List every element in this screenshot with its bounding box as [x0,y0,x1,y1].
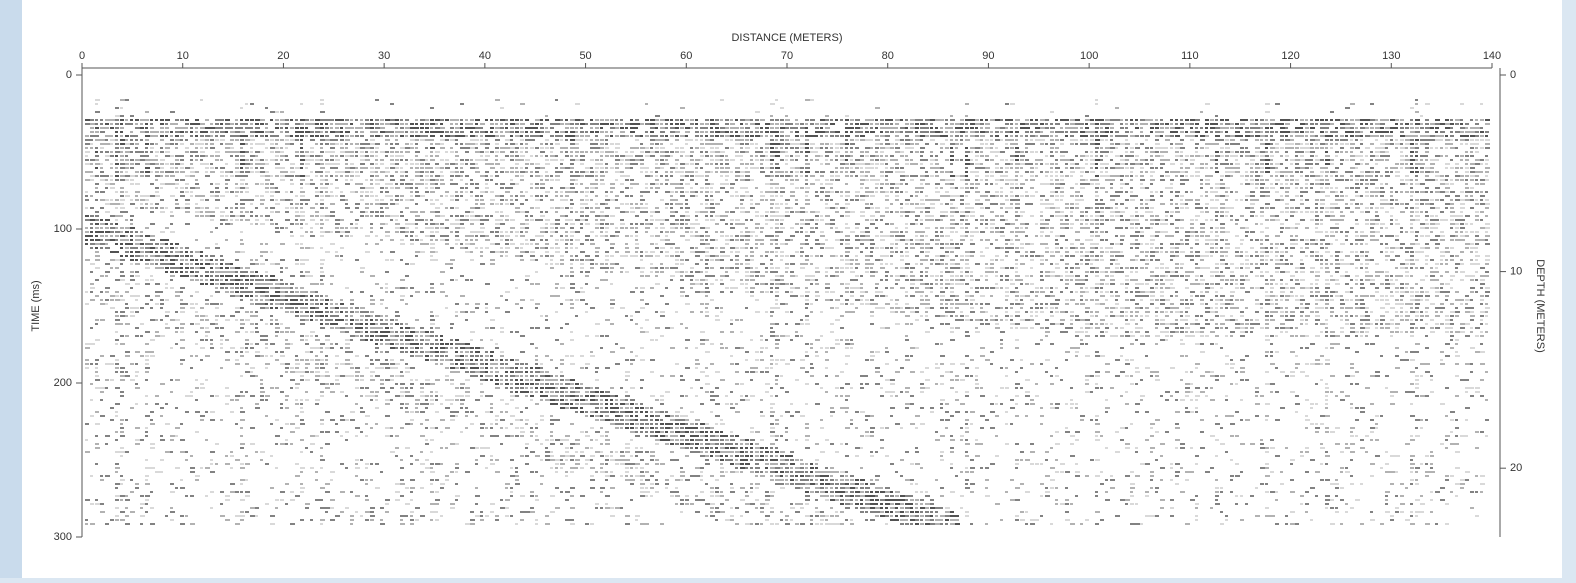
x-tick-label: 60 [680,50,692,62]
x-tick-label: 90 [982,50,994,62]
x-tick-label: 10 [177,50,189,62]
y2-axis-title: DEPTH (METERS) [1534,259,1546,353]
y-tick-label: 300 [54,531,72,543]
y-tick-label: 200 [54,377,72,389]
y-tick-label: 100 [54,223,72,235]
side-strip [0,0,22,578]
x-tick-label: 110 [1181,50,1199,62]
x-tick-label: 50 [579,50,591,62]
x-tick-label: 70 [781,50,793,62]
x-tick-label: 80 [882,50,894,62]
x-tick-label: 0 [79,50,85,62]
y2-tick-label: 10 [1510,266,1522,278]
panel [22,0,1562,578]
x-tick-label: 130 [1382,50,1400,62]
y-axis-title: TIME (ms) [30,280,42,331]
x-tick-label: 120 [1281,50,1299,62]
x-tick-label: 40 [479,50,491,62]
y-tick-label: 0 [66,69,72,81]
chart: DISTANCE (METERS) TIME (ms) DEPTH (METER… [0,0,1576,578]
x-tick-label: 100 [1080,50,1098,62]
x-tick-label: 140 [1483,50,1501,62]
x-axis-title: DISTANCE (METERS) [731,32,842,44]
x-tick-label: 30 [378,50,390,62]
y2-tick-label: 0 [1510,69,1516,81]
x-tick-label: 20 [277,50,289,62]
y2-tick-label: 20 [1510,462,1522,474]
page: {"chart_data": { "type": "seismic", "tit… [0,0,1576,578]
